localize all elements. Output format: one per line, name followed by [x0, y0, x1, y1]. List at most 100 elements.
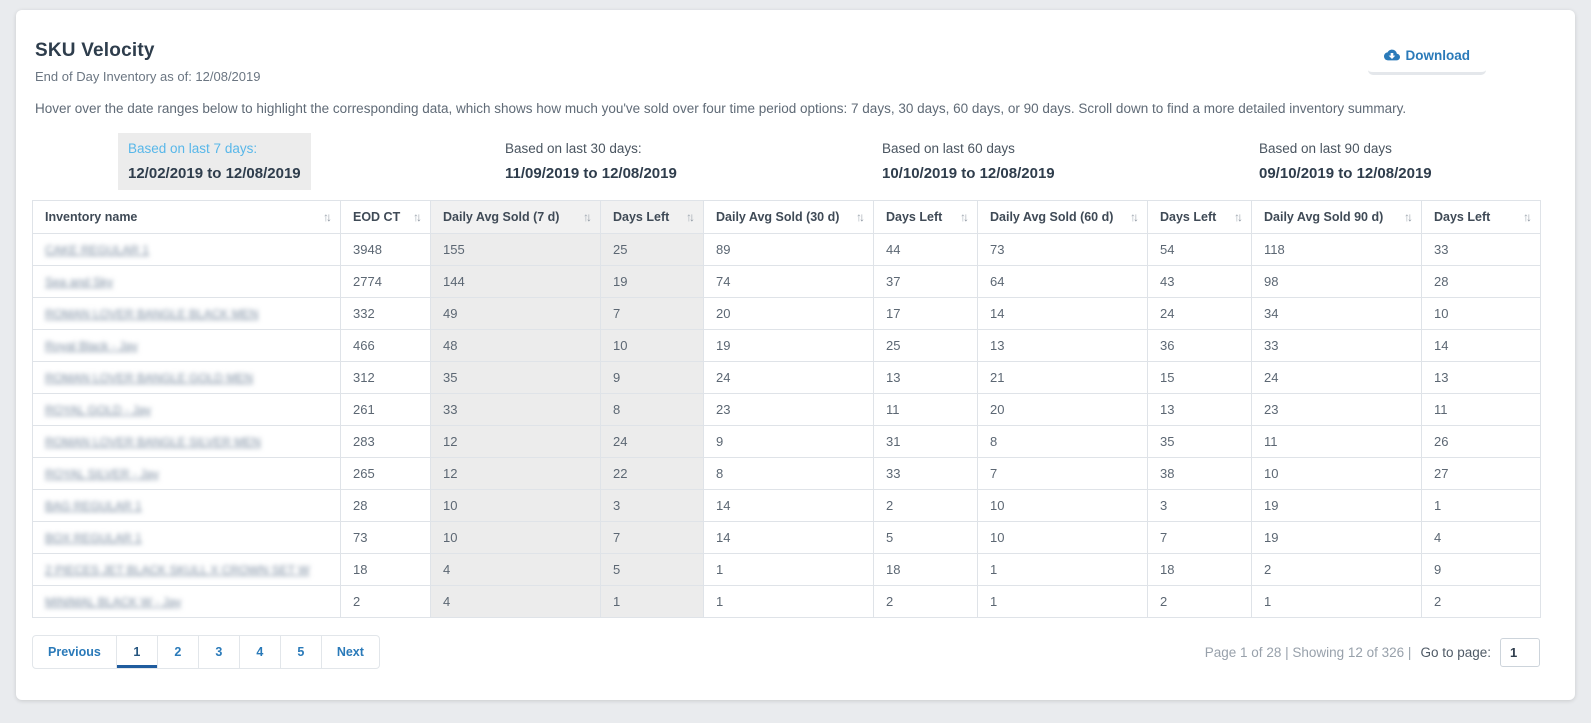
cell-days-left-7d: 24: [600, 425, 704, 458]
goto-page-input[interactable]: [1500, 637, 1540, 667]
inventory-name-cell: 2 PIECES JET BLACK SKULL X CROWN SET W: [32, 553, 341, 586]
previous-button[interactable]: Previous: [32, 635, 117, 669]
inventory-name-link[interactable]: Sea and Sky: [45, 275, 114, 289]
cell-daily-avg-90d: 23: [1251, 393, 1422, 426]
column-header-days-left-60d[interactable]: Days Left ↑↓: [1147, 200, 1252, 234]
page-button-1[interactable]: 1: [115, 635, 158, 669]
cell-daily-avg-60d: 1: [977, 553, 1148, 586]
cell-daily-avg-7d: 35: [430, 361, 601, 394]
sort-icon[interactable]: ↑↓: [583, 210, 592, 224]
sort-down-arrow: ↓: [1407, 210, 1413, 224]
column-header-daily-avg-30d[interactable]: Daily Avg Sold (30 d) ↑↓: [703, 200, 874, 234]
cloud-download-icon: [1383, 47, 1400, 63]
sort-icon[interactable]: ↑↓: [960, 210, 969, 224]
cell-daily-avg-30d: 74: [703, 265, 874, 298]
sort-icon[interactable]: ↑↓: [856, 210, 865, 224]
inventory-name-cell: BOX REGULAR 1: [32, 521, 341, 554]
inventory-name-cell: Sea and Sky: [32, 265, 341, 298]
sort-icon[interactable]: ↑↓: [1234, 210, 1243, 224]
cell-days-left-90d: 13: [1421, 361, 1541, 394]
inventory-name-link[interactable]: ROYAL SILVER - Jay: [45, 467, 159, 481]
column-header-days-left-7d[interactable]: Days Left ↑↓: [600, 200, 704, 234]
date-range-dates: 11/09/2019 to 12/08/2019: [505, 165, 677, 182]
cell-days-left-7d: 25: [600, 233, 704, 266]
column-header-daily-avg-90d[interactable]: Daily Avg Sold 90 d) ↑↓: [1251, 200, 1422, 234]
table-row: BOX REGULAR 1 73 10 7 14 5 10 7 19 4: [32, 521, 1541, 554]
cell-daily-avg-7d: 12: [430, 425, 601, 458]
sort-icon[interactable]: ↑↓: [413, 210, 422, 224]
next-button[interactable]: Next: [320, 635, 380, 669]
cell-daily-avg-30d: 20: [703, 297, 874, 330]
inventory-name-link[interactable]: ROMAN LOVER BANGLE SILVER MEN: [45, 435, 261, 449]
download-button[interactable]: Download: [1367, 40, 1486, 75]
cell-daily-avg-60d: 14: [977, 297, 1148, 330]
cell-daily-avg-7d: 144: [430, 265, 601, 298]
sort-icon[interactable]: ↑↓: [686, 210, 695, 224]
cell-days-left-90d: 2: [1421, 585, 1541, 618]
cell-days-left-90d: 28: [1421, 265, 1541, 298]
column-header-daily-avg-7d[interactable]: Daily Avg Sold (7 d) ↑↓: [430, 200, 601, 234]
date-range-box-7d[interactable]: Based on last 7 days: 12/02/2019 to 12/08…: [118, 133, 311, 190]
date-range-box-30d[interactable]: Based on last 30 days: 11/09/2019 to 12/0…: [495, 133, 687, 190]
date-range-box-90d[interactable]: Based on last 90 days 09/10/2019 to 12/08…: [1249, 133, 1442, 190]
date-range-30d[interactable]: Based on last 30 days: 11/09/2019 to 12/0…: [409, 133, 786, 190]
inventory-name-cell: ROMAN LOVER BANGLE SILVER MEN: [32, 425, 341, 458]
date-range-7d[interactable]: Based on last 7 days: 12/02/2019 to 12/08…: [32, 133, 409, 190]
cell-days-left-60d: 3: [1147, 489, 1252, 522]
cell-daily-avg-60d: 10: [977, 521, 1148, 554]
page-button-5[interactable]: 5: [279, 635, 322, 669]
page-button-4[interactable]: 4: [238, 635, 281, 669]
column-header-label: Days Left: [1434, 210, 1491, 224]
inventory-name-link[interactable]: ROMAN LOVER BANGLE BLACK MEN: [45, 307, 259, 321]
inventory-name-link[interactable]: BOX REGULAR 1: [45, 531, 142, 545]
cell-eod-ct: 2774: [340, 265, 431, 298]
cell-daily-avg-90d: 98: [1251, 265, 1422, 298]
cell-days-left-60d: 13: [1147, 393, 1252, 426]
sort-icon[interactable]: ↑↓: [1523, 210, 1532, 224]
cell-daily-avg-60d: 20: [977, 393, 1148, 426]
cell-eod-ct: 265: [340, 457, 431, 490]
column-header-inner: Days Left ↑↓: [1434, 210, 1532, 224]
inventory-name-link[interactable]: BAG REGULAR 1: [45, 499, 142, 513]
cell-daily-avg-7d: 49: [430, 297, 601, 330]
inventory-name-link[interactable]: 2 PIECES JET BLACK SKULL X CROWN SET W: [45, 563, 310, 577]
table-row: Sea and Sky 2774 144 19 74 37 64 43 98 28: [32, 265, 1541, 298]
column-header-label: Days Left: [1160, 210, 1217, 224]
table-row: ROYAL SILVER - Jay 265 12 22 8 33 7 38 10 27: [32, 457, 1541, 490]
sort-icon[interactable]: ↑↓: [323, 210, 332, 224]
inventory-name-cell: BAG REGULAR 1: [32, 489, 341, 522]
inventory-name-link[interactable]: ROMAN LOVER BANGLE GOLD MEN: [45, 371, 254, 385]
sort-icon[interactable]: ↑↓: [1130, 210, 1139, 224]
cell-days-left-90d: 1: [1421, 489, 1541, 522]
date-range-90d[interactable]: Based on last 90 days 09/10/2019 to 12/08…: [1163, 133, 1540, 190]
cell-daily-avg-7d: 4: [430, 585, 601, 618]
column-header-days-left-90d[interactable]: Days Left ↑↓: [1421, 200, 1541, 234]
cell-days-left-30d: 44: [873, 233, 978, 266]
cell-daily-avg-60d: 64: [977, 265, 1148, 298]
inventory-name-link[interactable]: CAKE REGULAR 1: [45, 243, 150, 257]
page-button-3[interactable]: 3: [197, 635, 240, 669]
column-header-inner: Daily Avg Sold (30 d) ↑↓: [716, 210, 865, 224]
date-range-box-60d[interactable]: Based on last 60 days 10/10/2019 to 12/08…: [872, 133, 1065, 190]
date-range-label: Based on last 60 days: [882, 141, 1015, 156]
cell-daily-avg-90d: 33: [1251, 329, 1422, 362]
cell-daily-avg-30d: 1: [703, 585, 874, 618]
sort-icon[interactable]: ↑↓: [1404, 210, 1413, 224]
inventory-name-link[interactable]: ROYAL GOLD - Jay: [45, 403, 152, 417]
column-header-days-left-30d[interactable]: Days Left ↑↓: [873, 200, 978, 234]
date-range-60d[interactable]: Based on last 60 days 10/10/2019 to 12/08…: [786, 133, 1163, 190]
description-text: Hover over the date ranges below to high…: [35, 101, 1407, 116]
column-header-eod-ct[interactable]: EOD CT ↑↓: [340, 200, 431, 234]
inventory-name-link[interactable]: Royal Black - Jay: [45, 339, 138, 353]
cell-eod-ct: 3948: [340, 233, 431, 266]
cell-days-left-7d: 5: [600, 553, 704, 586]
cell-daily-avg-60d: 1: [977, 585, 1148, 618]
column-header-label: Daily Avg Sold (30 d): [716, 210, 840, 224]
cell-daily-avg-30d: 8: [703, 457, 874, 490]
cell-days-left-7d: 3: [600, 489, 704, 522]
column-header-inner: Daily Avg Sold (60 d) ↑↓: [990, 210, 1139, 224]
inventory-name-link[interactable]: MINIMAL BLACK W - Jay: [45, 595, 182, 609]
page-button-2[interactable]: 2: [156, 635, 199, 669]
column-header-daily-avg-60d[interactable]: Daily Avg Sold (60 d) ↑↓: [977, 200, 1148, 234]
column-header-inventory-name[interactable]: Inventory name ↑↓: [32, 200, 341, 234]
